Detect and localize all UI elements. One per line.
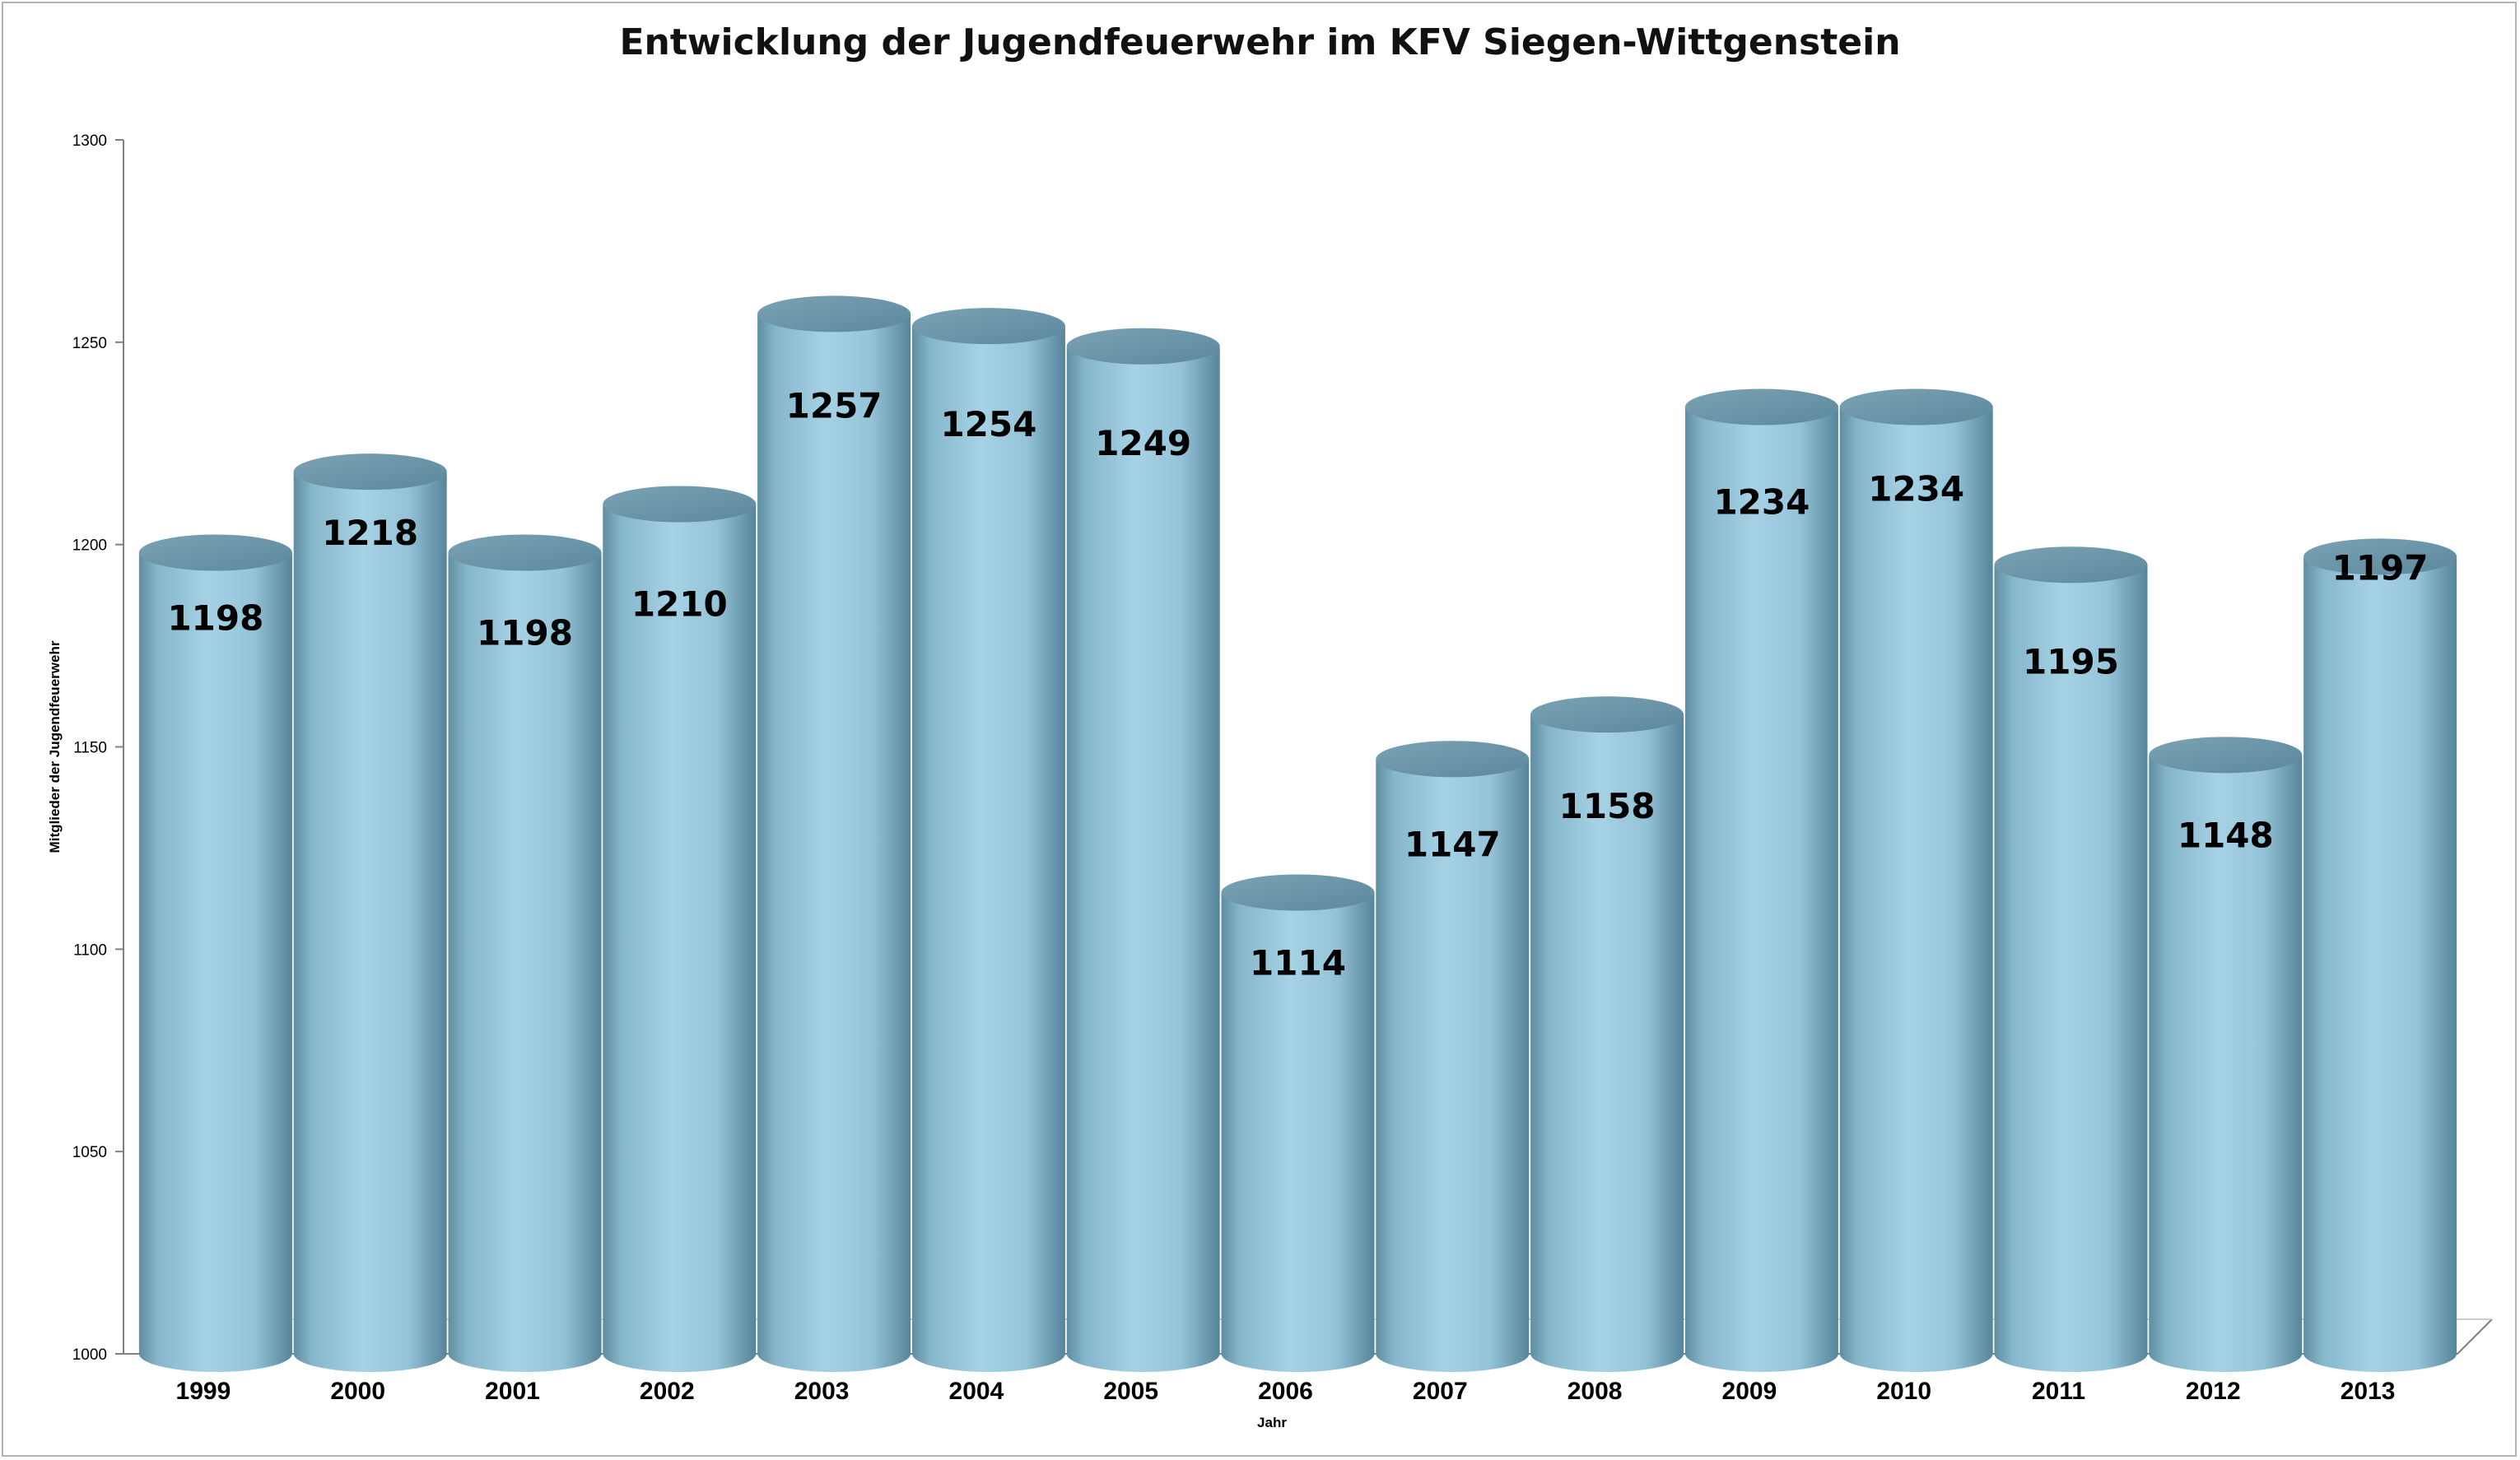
data-label-2009: 1234 (1713, 482, 1810, 523)
chart-title: Entwicklung der Jugendfeuerwehr im KFV S… (619, 21, 1901, 63)
bar-top (138, 534, 292, 571)
bar-2005 (1066, 328, 1220, 1372)
x-tick-label-2012: 2012 (2186, 1378, 2241, 1405)
bar-top (1839, 388, 1993, 425)
bar-2003 (757, 295, 911, 1373)
data-label-2007: 1147 (1404, 824, 1501, 864)
bar-2013 (2303, 538, 2457, 1372)
x-tick-label-2004: 2004 (949, 1378, 1004, 1405)
bar-body (911, 326, 1065, 1373)
bar-body (757, 314, 911, 1373)
data-label-2004: 1254 (940, 404, 1036, 444)
data-label-2003: 1257 (786, 385, 883, 425)
y-tick-label: 1000 (72, 1346, 107, 1364)
bar-body (138, 552, 292, 1372)
data-label-2006: 1114 (1250, 943, 1346, 983)
x-tick-label-2011: 2011 (2032, 1378, 2085, 1405)
x-tick-label-2001: 2001 (485, 1378, 540, 1405)
bar-body (1530, 714, 1684, 1372)
x-tick-label-1999: 1999 (176, 1378, 231, 1405)
bar-top (1684, 388, 1838, 425)
x-tick-label-2007: 2007 (1413, 1378, 1468, 1405)
data-label-2008: 1158 (1559, 786, 1656, 826)
bar-top (1994, 546, 2148, 584)
data-label-2010: 1234 (1868, 469, 1964, 509)
x-tick-label-2009: 2009 (1722, 1378, 1777, 1405)
y-axis-title: Mitglieder der Jugendfeuerwehr (47, 640, 63, 853)
bar-top (2303, 538, 2457, 575)
bar-2012 (2149, 737, 2303, 1372)
bar-body (2303, 556, 2457, 1372)
bar-body (1684, 407, 1838, 1372)
bar-2004 (911, 308, 1065, 1373)
bar-1999 (138, 534, 292, 1372)
y-tick-label: 1200 (72, 537, 107, 555)
x-tick-label-2003: 2003 (794, 1378, 850, 1405)
x-tick-label-2013: 2013 (2341, 1378, 2396, 1405)
bar-body (1066, 346, 1220, 1372)
bar-body (603, 504, 757, 1372)
bar-top (1066, 328, 1220, 365)
data-label-2011: 1195 (2023, 641, 2119, 681)
bar-2009 (1684, 388, 1838, 1372)
y-tick-label: 1100 (73, 942, 107, 959)
bar-top (1221, 874, 1375, 911)
bar-body (1376, 759, 1530, 1372)
bar-2000 (293, 453, 447, 1372)
y-tick-label: 1150 (73, 740, 107, 757)
bar-2011 (1994, 546, 2148, 1372)
bar-body (293, 472, 447, 1372)
data-label-2000: 1218 (322, 513, 418, 553)
bar-body (1221, 892, 1375, 1372)
bar-2010 (1839, 388, 1993, 1372)
bar-top (911, 308, 1065, 345)
bar-body (1839, 407, 1993, 1372)
bar-2007 (1376, 741, 1530, 1372)
x-tick-label-2002: 2002 (640, 1378, 695, 1405)
data-label-2013: 1197 (2332, 547, 2429, 588)
y-tick-label: 1300 (72, 133, 107, 150)
x-tick-label-2006: 2006 (1258, 1378, 1313, 1405)
bar-top (293, 453, 447, 491)
bar-2001 (448, 534, 602, 1372)
bar-top (757, 295, 911, 332)
bar-top (603, 486, 757, 523)
bar-2006 (1221, 874, 1375, 1372)
bar-body (1994, 565, 2148, 1372)
bar-top (1530, 696, 1684, 733)
data-label-2001: 1198 (477, 613, 573, 653)
bar-2008 (1530, 696, 1684, 1372)
bar-top (1376, 741, 1530, 778)
bar-body (448, 552, 602, 1372)
bar-top (448, 534, 602, 571)
x-tick-label-2000: 2000 (330, 1378, 385, 1405)
bar-top (2149, 737, 2303, 774)
data-label-2012: 1148 (2178, 815, 2274, 855)
data-label-2002: 1210 (631, 584, 728, 625)
bar-2002 (603, 486, 757, 1372)
data-label-1999: 1198 (167, 598, 263, 639)
bar-body (2149, 755, 2303, 1372)
x-tick-label-2005: 2005 (1103, 1378, 1158, 1405)
x-tick-label-2010: 2010 (1876, 1378, 1931, 1405)
x-axis-title: Jahr (1257, 1415, 1287, 1430)
x-tick-label-2008: 2008 (1567, 1378, 1623, 1405)
data-label-2005: 1249 (1095, 423, 1191, 463)
y-tick-label: 1250 (72, 335, 107, 352)
y-tick-label: 1050 (72, 1144, 107, 1161)
